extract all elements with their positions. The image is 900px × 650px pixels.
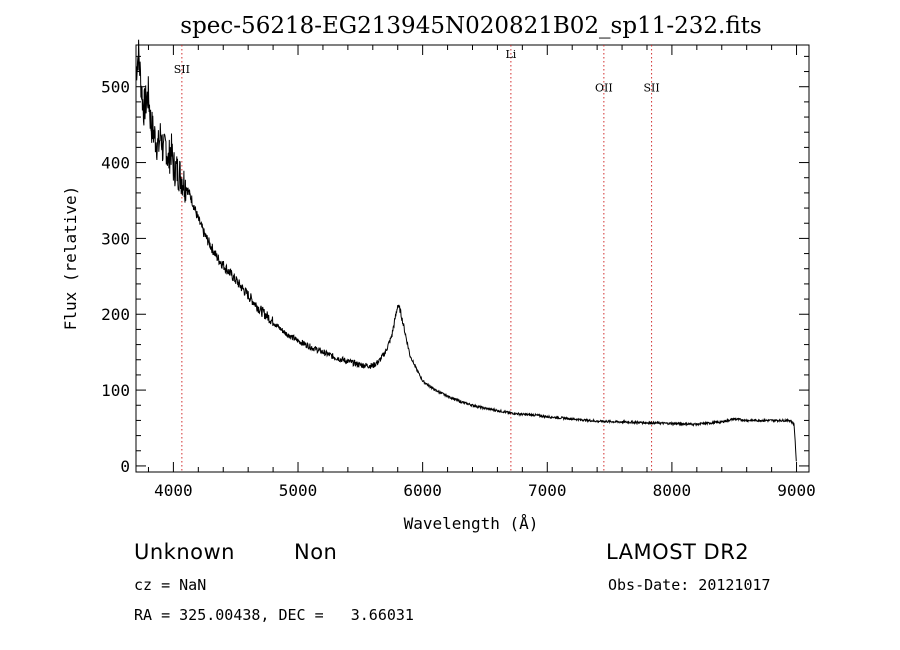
reference-line-label: SII: [643, 81, 659, 94]
y-tick-label: 200: [101, 305, 130, 324]
object-subclass: Non: [294, 540, 338, 564]
y-tick-label: 500: [101, 78, 130, 97]
y-axis-label: Flux (relative): [61, 186, 80, 331]
y-tick-label: 300: [101, 229, 130, 248]
survey-name: LAMOST DR2: [606, 540, 750, 564]
y-tick-label: 100: [101, 381, 130, 400]
x-tick-label: 8000: [653, 481, 692, 500]
x-axis-label: Wavelength (Å): [404, 514, 539, 533]
coordinates: RA = 325.00438, DEC = 3.66031: [134, 606, 414, 624]
axis-ticks: 4000 5000 6000 7000 8000 9000 0 100 200 300 400 500: [101, 45, 816, 500]
y-tick-label: 400: [101, 154, 130, 173]
x-tick-label: 7000: [528, 481, 567, 500]
x-tick-label: 6000: [403, 481, 442, 500]
x-tick-label: 5000: [279, 481, 318, 500]
plot-frame: [135, 44, 810, 473]
chart-title: spec-56218-EG213945N020821B02_sp11-232.f…: [180, 13, 761, 39]
redshift-value: cz = NaN: [134, 576, 207, 594]
x-tick-label: 9000: [777, 481, 816, 500]
reference-line-label: OII: [595, 81, 613, 94]
spectrum-line: [135, 39, 797, 462]
y-tick-label: 0: [120, 457, 130, 476]
obs-date: Obs-Date: 20121017: [608, 576, 771, 594]
object-class: Unknown: [134, 540, 235, 564]
x-tick-label: 4000: [154, 481, 193, 500]
reference-lines: SII Li OII SII: [174, 45, 660, 472]
reference-line-label: SII: [174, 63, 190, 76]
reference-line-label: Li: [505, 48, 516, 61]
